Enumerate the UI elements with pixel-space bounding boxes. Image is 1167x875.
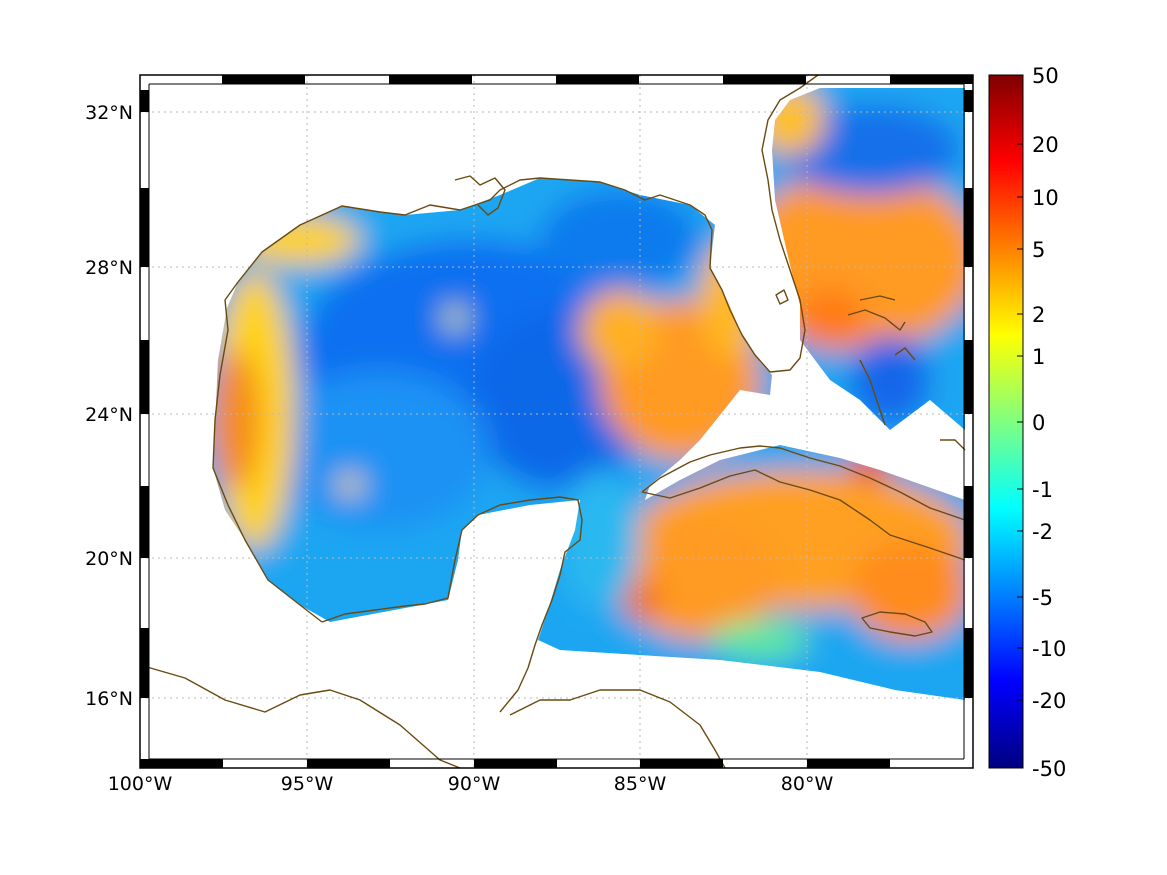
cuba-coast (641, 445, 966, 561)
mississippi-delta (454, 175, 506, 216)
colorbar: 50 20 10 5 2 1 0 -1 -2 -5 -10 -20 -50 (988, 64, 1066, 781)
colorbar-tick-label: 20 (1032, 133, 1059, 157)
plot-area (139, 74, 974, 769)
colorbar-tick-label: 2 (1032, 303, 1045, 327)
colorbar-tick-label: 5 (1032, 238, 1045, 262)
colorbar-tick-label: 10 (1032, 186, 1059, 210)
jamaica-coast (861, 611, 933, 637)
colorbar-tick-label: -50 (1032, 757, 1066, 781)
honduras-coast (509, 689, 726, 769)
longitude-tick-labels: 100°W 95°W 90°W 85°W 80°W (108, 773, 834, 795)
latitude-tick-labels: 32°N 28°N 24°N 20°N 16°N (85, 102, 133, 710)
lat-tick-label: 32°N (85, 102, 133, 124)
hispaniola-coast (940, 439, 966, 451)
lon-tick-label: 80°W (781, 773, 834, 795)
central-america-coast (139, 664, 461, 769)
colorbar-tick-label: 1 (1032, 345, 1045, 369)
lake-okeechobee (775, 289, 789, 305)
colorbar-tick-label: -10 (1032, 637, 1066, 661)
bahamas-islands (847, 295, 916, 426)
map-frame (139, 74, 974, 769)
lat-tick-label: 24°N (85, 404, 133, 426)
colorbar-tick-label: -5 (1032, 586, 1053, 610)
yucatan-coast (321, 496, 583, 713)
lon-tick-label: 90°W (448, 773, 501, 795)
lon-tick-label: 95°W (281, 773, 334, 795)
graticule (140, 75, 973, 768)
colorbar-tick-label: 50 (1032, 64, 1059, 88)
gulf-coast-west (212, 74, 819, 623)
lon-tick-label: 85°W (614, 773, 667, 795)
lat-tick-label: 20°N (85, 548, 133, 570)
coastlines (139, 74, 966, 769)
colorbar-tick-label: -1 (1032, 478, 1053, 502)
lat-tick-label: 28°N (85, 257, 133, 279)
colorbar-tick-label: 0 (1032, 411, 1045, 435)
lat-tick-label: 16°N (85, 688, 133, 710)
colorbar-tick-label: -2 (1032, 520, 1053, 544)
colorbar-tick-label: -20 (1032, 689, 1066, 713)
lon-tick-label: 100°W (108, 773, 173, 795)
